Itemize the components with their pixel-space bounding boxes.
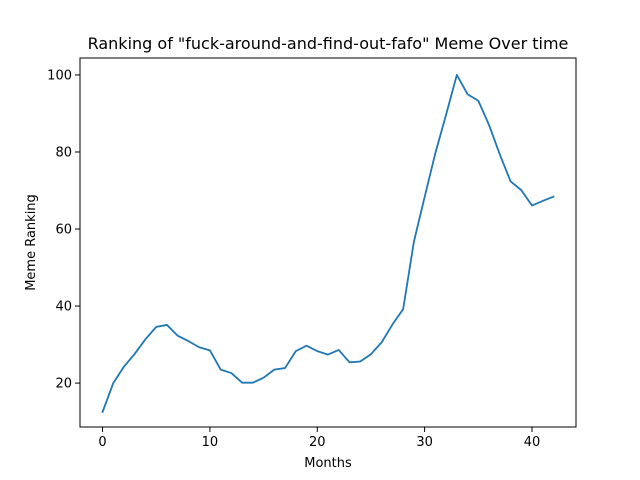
series-line (101, 74, 555, 414)
x-tick-label: 20 (309, 435, 326, 450)
x-tick-label: 10 (202, 435, 219, 450)
x-tick-label: 0 (98, 435, 106, 450)
y-tick-label: 100 (47, 68, 72, 83)
y-axis-label: Meme Ranking (24, 194, 39, 291)
x-tick-label: 40 (524, 435, 541, 450)
y-axis: 20 40 60 80 100 (47, 68, 80, 392)
x-tick-label: 30 (416, 435, 433, 450)
x-axis: 0 10 20 30 40 (98, 427, 540, 450)
x-axis-label: Months (304, 456, 352, 471)
y-tick-label: 60 (55, 223, 72, 238)
y-tick-label: 80 (55, 145, 72, 160)
plot-area (101, 74, 555, 414)
axes-frame (79, 57, 577, 428)
y-tick-label: 40 (55, 300, 72, 315)
chart-title: Ranking of "fuck-around-and-find-out-faf… (88, 34, 569, 53)
y-tick-label: 20 (55, 377, 72, 392)
